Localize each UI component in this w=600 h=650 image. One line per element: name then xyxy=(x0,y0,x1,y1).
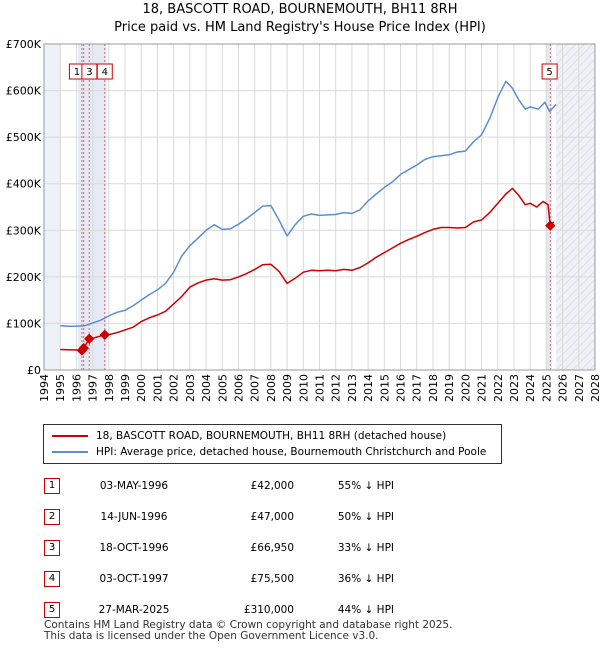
x-tick-label: 2004 xyxy=(200,374,213,402)
x-tick-label: 2016 xyxy=(395,374,408,402)
table-row: 1 03-MAY-1996 £42,000 55% ↓ HPI xyxy=(44,470,394,501)
x-tick-label: 2026 xyxy=(557,374,570,402)
chart-subtitle: Price paid vs. HM Land Registry's House … xyxy=(114,20,486,35)
transactions-table: 1 03-MAY-1996 £42,000 55% ↓ HPI 2 14-JUN… xyxy=(44,470,394,625)
sale-point-marker xyxy=(99,329,110,341)
y-tick-label: £100K xyxy=(6,317,42,330)
x-tick-label: 1994 xyxy=(38,374,51,402)
legend-swatch-property xyxy=(52,435,88,437)
transaction-number: 3 xyxy=(44,539,60,556)
x-tick-label: 1995 xyxy=(54,374,67,402)
x-tick-label: 2024 xyxy=(524,374,537,402)
transaction-hpi-delta: 55% ↓ HPI xyxy=(337,479,394,492)
footer-copyright: Contains HM Land Registry data © Crown c… xyxy=(44,619,453,631)
legend-label-property: 18, BASCOTT ROAD, BOURNEMOUTH, BH11 8RH … xyxy=(96,430,447,442)
table-row: 3 18-OCT-1996 £66,950 33% ↓ HPI xyxy=(44,532,394,563)
transaction-price: £75,500 xyxy=(250,572,294,585)
legend-label-hpi: HPI: Average price, detached house, Bour… xyxy=(96,446,487,458)
x-tick-label: 2011 xyxy=(314,374,327,402)
property-price-line xyxy=(60,187,555,352)
y-tick-label: £0 xyxy=(27,364,41,377)
sale-label-box xyxy=(541,63,558,80)
x-tick-label: 2008 xyxy=(265,374,278,402)
transaction-price: £47,000 xyxy=(250,510,294,523)
transaction-hpi-delta: 33% ↓ HPI xyxy=(337,541,394,554)
x-tick-label: 2003 xyxy=(184,374,197,402)
x-tick-label: 2007 xyxy=(249,374,262,402)
x-tick-label: 1998 xyxy=(103,374,116,402)
table-row: 4 03-OCT-1997 £75,500 36% ↓ HPI xyxy=(44,563,394,594)
transaction-date: 14-JUN-1996 xyxy=(100,510,168,523)
price-chart: 1 3 4 5 £0 £100K £200K £300K £400K £500K £600K £700… xyxy=(6,38,600,402)
y-tick-label: £200K xyxy=(6,271,42,284)
sale-label-number: 5 xyxy=(546,67,552,78)
sale-point-marker xyxy=(84,333,95,345)
sale-point-marker xyxy=(545,220,556,231)
legend-item-hpi: HPI: Average price, detached house, Bour… xyxy=(52,445,486,459)
legend-item-property: 18, BASCOTT ROAD, BOURNEMOUTH, BH11 8RH … xyxy=(52,429,446,443)
hpi-line xyxy=(60,80,557,327)
transaction-date: 27-MAR-2025 xyxy=(98,603,170,616)
x-tick-label: 2005 xyxy=(216,374,229,402)
table-row: 2 14-JUN-1996 £47,000 50% ↓ HPI xyxy=(44,501,394,532)
transaction-number: 1 xyxy=(44,477,60,494)
sale-point-marker xyxy=(78,342,89,354)
x-tick-label: 2010 xyxy=(297,374,310,402)
chart-legend: 18, BASCOTT ROAD, BOURNEMOUTH, BH11 8RH … xyxy=(43,424,502,464)
x-tick-label: 2019 xyxy=(443,374,456,402)
legend-swatch-hpi xyxy=(52,451,88,453)
x-tick-label: 1999 xyxy=(119,374,132,402)
x-tick-label: 2020 xyxy=(459,374,472,402)
x-tick-label: 2023 xyxy=(508,374,521,402)
transaction-number: 4 xyxy=(44,570,60,587)
x-tick-label: 2027 xyxy=(573,374,586,402)
x-tick-label: 2002 xyxy=(168,374,181,402)
x-tick-label: 2025 xyxy=(540,374,553,402)
y-tick-label: £700K xyxy=(6,38,42,51)
sale-label-number: 1 xyxy=(74,67,80,78)
y-tick-label: £300K xyxy=(6,224,42,237)
x-tick-label: 2015 xyxy=(378,374,391,402)
y-tick-label: £400K xyxy=(6,178,42,191)
x-tick-label: 2022 xyxy=(492,374,505,402)
transaction-number: 2 xyxy=(44,508,60,525)
transaction-number: 5 xyxy=(44,601,60,618)
x-tick-label: 2012 xyxy=(330,374,343,402)
chart-title: 18, BASCOTT ROAD, BOURNEMOUTH, BH11 8RH xyxy=(142,2,458,17)
transaction-hpi-delta: 44% ↓ HPI xyxy=(337,603,394,616)
transaction-price: £66,950 xyxy=(250,541,294,554)
x-tick-label: 2014 xyxy=(362,374,375,402)
x-tick-label: 2000 xyxy=(135,374,148,402)
transaction-hpi-delta: 36% ↓ HPI xyxy=(337,572,394,585)
x-tick-label: 2017 xyxy=(411,374,424,402)
future-hatch-region xyxy=(556,44,595,370)
x-tick-label: 2018 xyxy=(427,374,440,402)
footer-note: Contains HM Land Registry data © Crown c… xyxy=(44,620,452,642)
footer-license: This data is licensed under the Open Gov… xyxy=(44,630,379,642)
transaction-date: 18-OCT-1996 xyxy=(99,541,169,554)
sale-label-box xyxy=(96,63,113,80)
table-row: 5 27-MAR-2025 £310,000 44% ↓ HPI xyxy=(44,594,394,625)
x-tick-label: 2006 xyxy=(232,374,245,402)
transaction-date: 03-OCT-1997 xyxy=(99,572,169,585)
x-tick-label: 2013 xyxy=(346,374,359,402)
x-tick-label: 2001 xyxy=(151,374,164,402)
y-tick-label: £600K xyxy=(6,85,42,98)
transaction-hpi-delta: 50% ↓ HPI xyxy=(337,510,394,523)
x-tick-label: 2009 xyxy=(281,374,294,402)
transaction-date: 03-MAY-1996 xyxy=(99,479,169,492)
sale-label-number: 3 xyxy=(86,67,92,78)
x-tick-label: 1997 xyxy=(87,374,100,402)
plot-border xyxy=(43,43,596,371)
sale-label-number: 4 xyxy=(102,67,108,78)
x-tick-label: 2028 xyxy=(589,374,600,402)
transaction-price: £310,000 xyxy=(243,603,294,616)
x-tick-label: 2021 xyxy=(476,374,489,402)
y-tick-label: £500K xyxy=(6,131,42,144)
x-tick-label: 1996 xyxy=(70,374,83,402)
no-data-region-start xyxy=(44,44,61,370)
transaction-price: £42,000 xyxy=(250,479,294,492)
